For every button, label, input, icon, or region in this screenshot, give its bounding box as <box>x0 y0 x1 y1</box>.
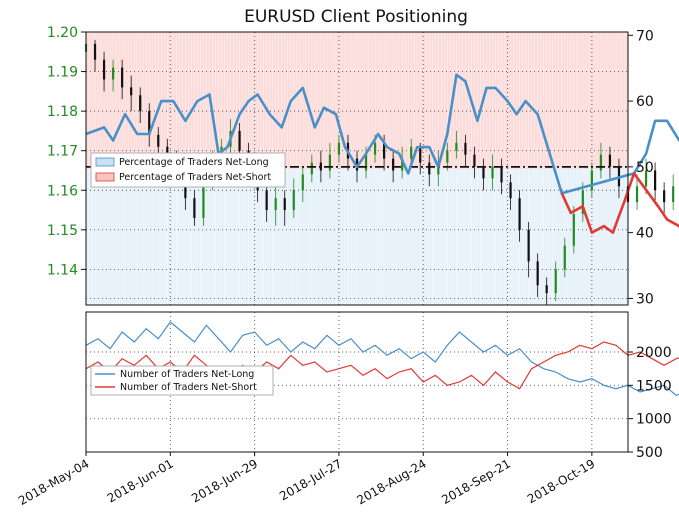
left-tick-label: 1.19 <box>47 65 78 81</box>
candle-body <box>509 182 512 199</box>
candle-body <box>473 154 476 167</box>
candle-body <box>437 162 440 175</box>
candle-body <box>563 245 566 270</box>
upper-legend: Percentage of Traders Net-Long Percentag… <box>90 152 286 188</box>
candle-body <box>328 154 331 171</box>
candle-body <box>482 166 485 179</box>
candle-body <box>265 190 268 211</box>
candle-body <box>139 95 142 112</box>
candle-body <box>644 170 648 187</box>
candle-body <box>274 198 277 211</box>
candle-body <box>383 142 386 159</box>
x-axis-ticks: 2018-May-04 2018-Jun-01 2018-Jun-29 2018-Ju… <box>16 452 597 508</box>
candle-body <box>401 158 404 171</box>
right-tick-label: 1500 <box>636 378 672 394</box>
candle-body <box>337 142 341 155</box>
right-tick-label: 1000 <box>636 412 672 428</box>
left-axis-ticks: 1.14 1.15 1.16 1.17 1.18 1.19 1.20 <box>47 25 86 278</box>
upper-panel-frame <box>85 31 629 306</box>
left-tick-label: 1.15 <box>47 223 78 239</box>
x-tick-label: 2018-Jun-29 <box>189 456 260 505</box>
candle-body <box>373 142 377 155</box>
right-tick-label: 40 <box>636 226 654 242</box>
candle-body <box>518 198 521 230</box>
candle-body <box>364 154 368 171</box>
candle-body <box>554 269 557 294</box>
upper-legend-box <box>90 152 286 188</box>
candle-body <box>130 87 133 96</box>
right-tick-label: 50 <box>636 160 654 176</box>
x-tick-label: 2018-May-04 <box>16 456 91 508</box>
candle-body <box>654 170 657 191</box>
candle-body <box>581 190 584 214</box>
candle-body <box>292 190 295 211</box>
right-tick-label: 30 <box>636 291 654 307</box>
candle-body <box>157 134 160 147</box>
x-tick-label: 2018-Jun-01 <box>105 456 176 505</box>
candle-body <box>590 170 593 191</box>
candle-body <box>112 67 115 80</box>
net-long-percentage-line <box>85 73 679 195</box>
candle-body <box>545 285 548 294</box>
candle-body <box>572 214 575 246</box>
legend-net-short-label: Percentage of Traders Net-Short <box>119 172 271 183</box>
lower-legend-box <box>90 365 274 396</box>
candle-body <box>599 154 602 171</box>
candle-body <box>527 229 530 262</box>
candle-body <box>608 154 612 167</box>
x-tick-label: 2018-Oct-19 <box>525 456 597 506</box>
candle-body <box>536 261 539 286</box>
right-tick-label: 60 <box>636 94 654 110</box>
candle-body <box>238 130 241 151</box>
candle-body <box>635 186 639 203</box>
right-axis-ticks-upper: 30 40 50 60 70 <box>628 28 654 307</box>
chart-title: EURUSD Client Positioning <box>244 7 468 27</box>
legend-net-long-swatch <box>95 157 115 167</box>
candle-body <box>202 182 205 218</box>
candle-body <box>148 111 151 135</box>
legend-count-long-label: Number of Traders Net-Long <box>120 369 254 380</box>
candle-body <box>310 162 313 175</box>
x-tick-label: 2018-Sep-21 <box>439 456 513 507</box>
candle-body <box>410 146 413 159</box>
net-short-percentage-line <box>560 172 679 234</box>
candle-body <box>446 150 449 163</box>
candle-body <box>102 59 106 80</box>
candle-body <box>663 190 666 203</box>
lower-panel: 500 1000 1500 2000 Number of Traders Net-Lo… <box>85 311 679 461</box>
right-axis-ticks-lower: 500 1000 1500 2000 <box>628 345 672 461</box>
lower-panel-frame <box>85 311 629 453</box>
candle-body <box>419 146 422 163</box>
upper-panel: 1.141.151.161.171.181.191.20 3040506070 … <box>47 25 679 307</box>
candle-body <box>428 162 431 175</box>
candle-body <box>392 158 395 171</box>
legend-net-short-swatch <box>95 172 115 182</box>
right-tick-label: 2000 <box>636 345 672 361</box>
left-tick-label: 1.17 <box>47 144 78 160</box>
candle-body <box>93 43 97 60</box>
right-tick-label: 500 <box>636 445 663 461</box>
candle-body <box>464 142 467 155</box>
left-tick-label: 1.14 <box>47 262 78 278</box>
x-tick-label: 2018-Aug-24 <box>355 456 429 507</box>
left-tick-label: 1.20 <box>47 25 78 41</box>
lower-legend: Number of Traders Net-Long Number of Tra… <box>90 365 274 396</box>
left-tick-label: 1.16 <box>47 183 78 199</box>
candle-body <box>193 198 196 218</box>
candle-body <box>283 198 286 211</box>
right-tick-label: 70 <box>636 28 654 44</box>
candle-body <box>500 166 503 183</box>
left-tick-label: 1.18 <box>47 104 78 120</box>
legend-count-short-label: Number of Traders Net-Short <box>120 382 257 393</box>
candle-body <box>455 142 458 151</box>
x-tick-label: 2018-Jul-27 <box>277 456 344 503</box>
net-long-count-line <box>85 321 679 396</box>
candle-body <box>121 67 124 88</box>
candle-body <box>491 166 494 179</box>
legend-net-long-label: Percentage of Traders Net-Long <box>119 157 269 168</box>
candle-body <box>301 174 304 191</box>
candle-body <box>672 186 675 203</box>
